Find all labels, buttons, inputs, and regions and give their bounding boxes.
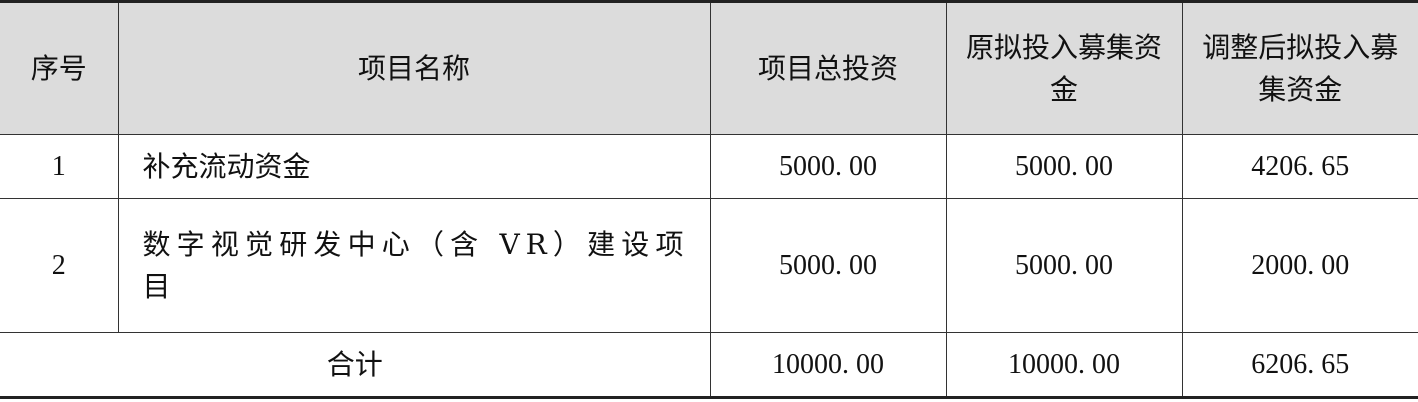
row-index: 1: [0, 134, 119, 199]
header-original-funds: 原拟投入募集资金: [945, 1, 1183, 135]
table-row: 2 数字视觉研发中心（含 VR）建设项目 5000. 00 5000. 00 2…: [0, 198, 1418, 333]
total-original-funds: 10000. 00: [945, 332, 1183, 398]
row-index: 2: [0, 198, 119, 333]
row-adjusted-funds: 2000. 00: [1181, 198, 1418, 333]
row-adjusted-funds: 4206. 65: [1181, 134, 1418, 199]
header-index: 序号: [0, 1, 119, 135]
row-total-investment: 5000. 00: [709, 134, 947, 199]
table-row: 1 补充流动资金 5000. 00 5000. 00 4206. 65: [0, 134, 1418, 199]
row-original-funds: 5000. 00: [945, 134, 1183, 199]
total-row: 合计 10000. 00 10000. 00 6206. 65: [0, 332, 1418, 398]
row-project-name: 补充流动资金: [117, 134, 711, 199]
header-total-investment: 项目总投资: [709, 1, 947, 135]
header-project-name: 项目名称: [117, 1, 711, 135]
header-adjusted-funds: 调整后拟投入募集资金: [1181, 1, 1418, 135]
row-project-name: 数字视觉研发中心（含 VR）建设项目: [117, 198, 711, 333]
total-label: 合计: [0, 332, 711, 398]
row-original-funds: 5000. 00: [945, 198, 1183, 333]
header-row: 序号 项目名称 项目总投资 原拟投入募集资金 调整后拟投入募集资金: [0, 1, 1418, 135]
total-adjusted-funds: 6206. 65: [1181, 332, 1418, 398]
total-investment: 10000. 00: [709, 332, 947, 398]
row-total-investment: 5000. 00: [709, 198, 947, 333]
